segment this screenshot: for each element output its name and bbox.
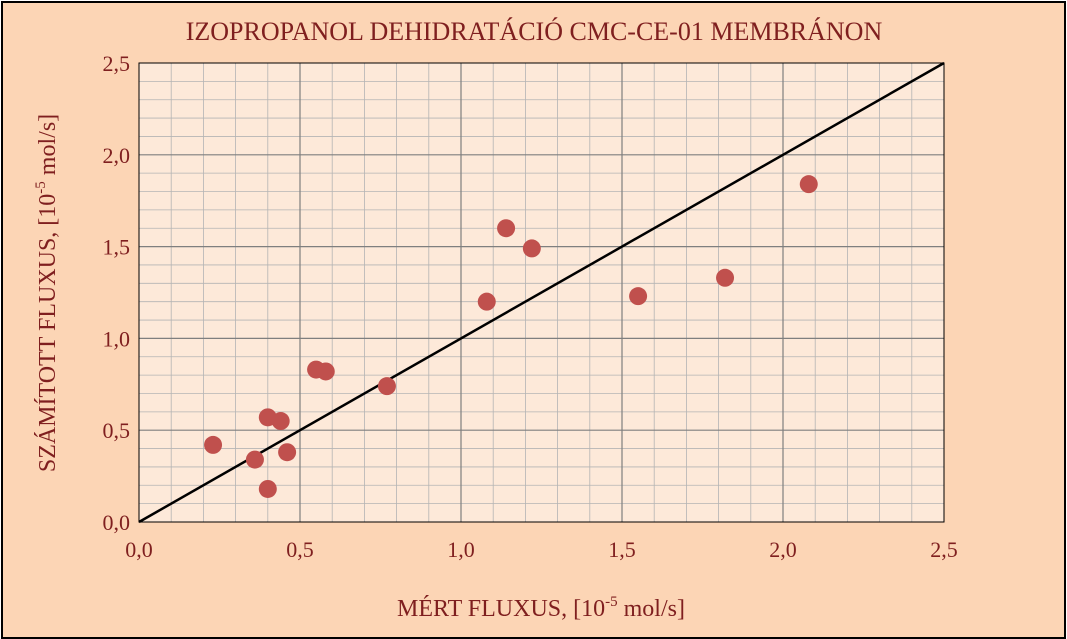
- y-tick-label: 2,5: [103, 51, 131, 76]
- data-point: [477, 292, 496, 311]
- x-tick-label: 0,5: [286, 537, 314, 562]
- data-point: [278, 443, 297, 462]
- x-tick-label: 2,5: [930, 537, 958, 562]
- y-tick-label: 2,0: [103, 143, 131, 168]
- data-point: [271, 412, 290, 431]
- plot-border: [138, 62, 945, 523]
- x-axis-title-exponent: -5: [605, 594, 618, 610]
- major-grid: [139, 63, 944, 522]
- x-axis-title-unit: mol/s]: [618, 596, 685, 622]
- y-axis-title-main: SZÁMÍTOTT FLUXUS, [10: [35, 194, 61, 472]
- x-axis-title-main: MÉRT FLUXUS, [10: [397, 596, 605, 622]
- y-tick-label: 0,5: [103, 418, 131, 443]
- y-tick-labels: 0,0 0,5 1,0 1,5 2,0 2,5: [103, 51, 131, 535]
- chart-svg: IZOPROPANOL DEHIDRATÁCIÓ CMC-CE-01 MEMBR…: [33, 17, 958, 622]
- data-point: [716, 268, 735, 287]
- chart-title: IZOPROPANOL DEHIDRATÁCIÓ CMC-CE-01 MEMBR…: [186, 17, 883, 46]
- data-point: [522, 239, 541, 258]
- y-axis-title-unit: mol/s]: [35, 114, 61, 181]
- data-points: [204, 175, 818, 498]
- x-tick-label: 2,0: [769, 537, 797, 562]
- data-point: [377, 377, 396, 396]
- x-tick-label: 0,0: [125, 537, 153, 562]
- x-tick-label: 1,5: [608, 537, 636, 562]
- data-point: [629, 287, 648, 306]
- y-axis-title: SZÁMÍTOTT FLUXUS, [10-5 mol/s]: [33, 114, 61, 472]
- x-axis-title: MÉRT FLUXUS, [10-5 mol/s]: [397, 594, 685, 622]
- data-point: [316, 362, 335, 381]
- y-tick-label: 1,0: [103, 326, 131, 351]
- data-point: [245, 450, 264, 469]
- x-tick-labels: 0,0 0,5 1,0 1,5 2,0 2,5: [125, 537, 958, 562]
- y-tick-label: 0,0: [103, 510, 131, 535]
- x-tick-label: 1,0: [447, 537, 475, 562]
- y-axis-title-exponent: -5: [33, 181, 49, 194]
- reference-line: [138, 61, 945, 524]
- data-point: [799, 175, 818, 194]
- y-tick-label: 1,5: [103, 235, 131, 260]
- data-point: [497, 219, 516, 238]
- data-point: [258, 479, 277, 498]
- data-point: [204, 435, 223, 454]
